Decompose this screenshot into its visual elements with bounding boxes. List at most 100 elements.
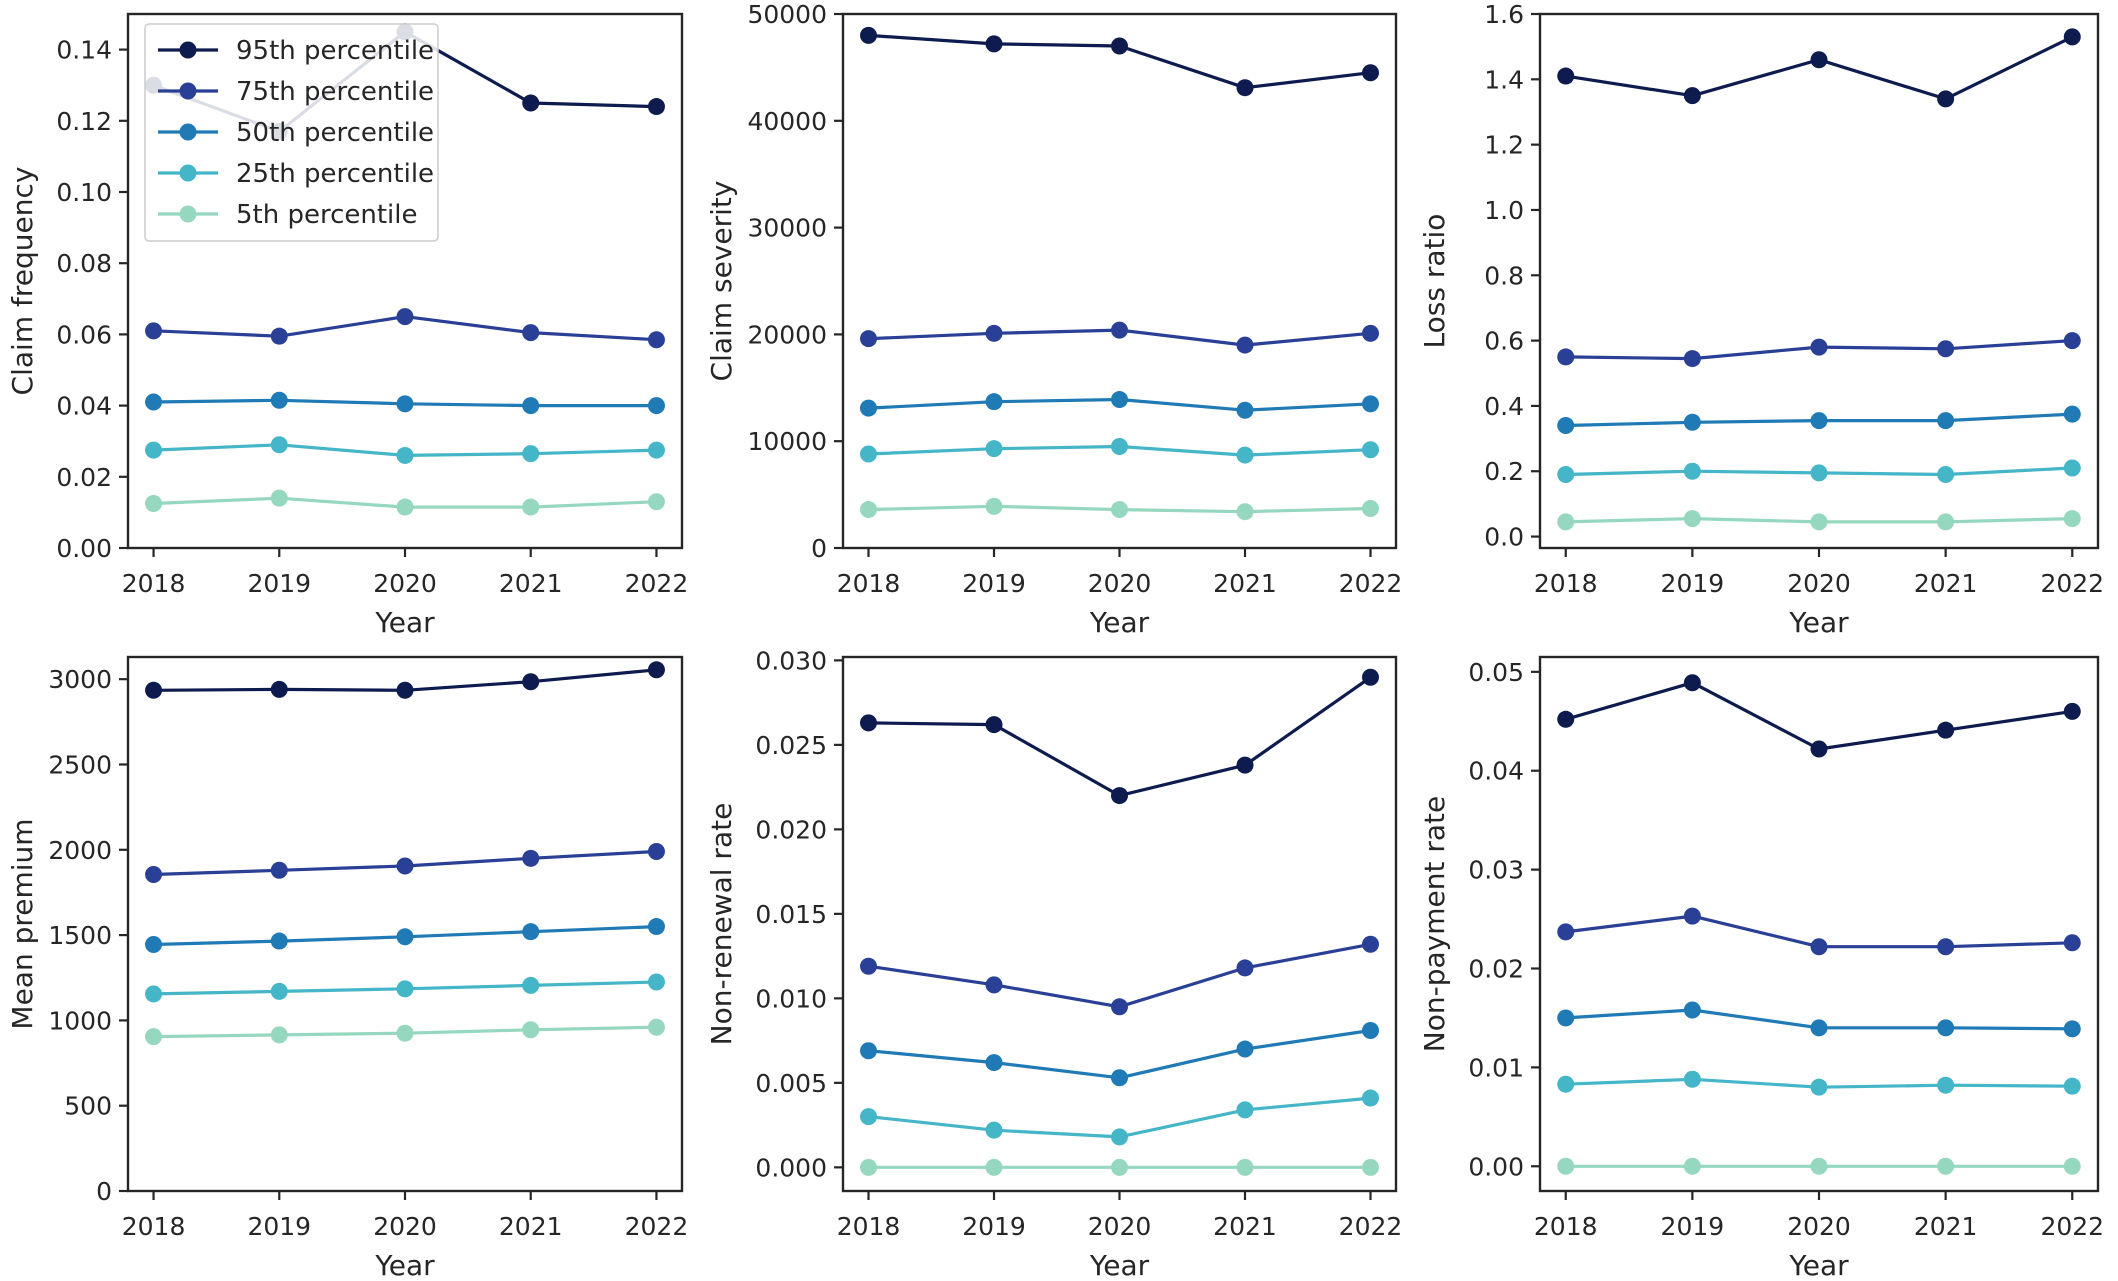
legend-label: 95th percentile <box>236 36 434 66</box>
y-tick-label: 0.005 <box>755 1069 827 1098</box>
data-point <box>1236 336 1254 354</box>
data-point <box>1236 79 1254 97</box>
data-point <box>522 445 540 463</box>
data-point <box>860 1042 878 1060</box>
data-point <box>647 661 665 679</box>
y-tick-label: 0.0 <box>1484 523 1524 552</box>
data-point <box>396 308 414 326</box>
data-point <box>522 324 540 342</box>
data-point <box>860 26 878 44</box>
y-axis-label: Claim frequency <box>6 167 39 396</box>
data-point <box>1810 1157 1828 1175</box>
y-tick-label: 1500 <box>48 921 112 950</box>
data-point <box>270 391 288 409</box>
data-point <box>647 331 665 349</box>
y-tick-label: 0 <box>96 1177 112 1206</box>
data-point <box>522 976 540 994</box>
x-tick-label: 2021 <box>499 1212 563 1241</box>
x-tick-label: 2020 <box>1088 1212 1152 1241</box>
y-axis-label: Loss ratio <box>1418 214 1451 349</box>
y-tick-label: 0.010 <box>755 984 827 1013</box>
data-point <box>1361 64 1379 82</box>
data-point <box>396 928 414 946</box>
data-point <box>1683 462 1701 480</box>
x-tick-label: 2019 <box>962 569 1026 598</box>
y-tick-label: 1.0 <box>1484 196 1524 225</box>
y-tick-label: 500 <box>64 1092 112 1121</box>
data-point <box>1111 321 1128 339</box>
data-point <box>1810 464 1828 482</box>
data-point <box>1937 721 1955 739</box>
data-point <box>1810 338 1828 356</box>
data-point <box>1683 907 1701 925</box>
data-point <box>1683 350 1701 368</box>
data-point <box>2063 702 2081 720</box>
x-tick-label: 2019 <box>1661 569 1725 598</box>
data-point <box>985 1121 1003 1139</box>
data-point <box>2063 1020 2081 1038</box>
data-point <box>647 918 665 936</box>
data-point <box>522 498 540 516</box>
data-point <box>1937 466 1955 484</box>
y-tick-label: 0.08 <box>56 249 112 278</box>
y-tick-label: 1.4 <box>1484 65 1524 94</box>
legend-marker <box>179 82 197 100</box>
data-point <box>396 1024 414 1042</box>
x-axis-label: Year <box>1788 606 1849 639</box>
data-point <box>1557 348 1575 366</box>
data-point <box>647 98 665 116</box>
data-point <box>270 1026 288 1044</box>
legend-marker <box>179 123 197 141</box>
data-point <box>985 324 1003 342</box>
y-tick-label: 0.14 <box>56 36 112 65</box>
chart-panel-2: 0 10000 20000 30000 40000 50000 2018 2019 2020 20… <box>705 0 1402 639</box>
data-point <box>1361 1089 1379 1107</box>
data-point <box>1361 1021 1379 1039</box>
data-point <box>985 393 1003 411</box>
data-point <box>860 1158 878 1176</box>
data-point <box>522 673 540 691</box>
data-point <box>985 497 1003 515</box>
y-axis-label: Mean premium <box>6 818 39 1029</box>
x-tick-label: 2019 <box>962 1212 1026 1241</box>
data-point <box>145 1028 163 1046</box>
data-point <box>1557 1009 1575 1027</box>
data-point <box>1361 499 1379 517</box>
data-point <box>1236 959 1254 977</box>
chart-panel-1: 0.00 0.02 0.04 0.06 0.08 0.10 0.12 0.14 2018 2019… <box>6 12 688 639</box>
chart-panel-4: 0 500 1000 1500 2000 2500 3000 2018 2019 2020 2021… <box>6 655 688 1281</box>
data-point <box>270 489 288 507</box>
data-point <box>1557 923 1575 941</box>
data-point <box>1236 401 1254 419</box>
data-point <box>1937 513 1955 531</box>
y-tick-label: 20000 <box>747 320 827 349</box>
data-point <box>1361 324 1379 342</box>
data-point <box>985 1054 1003 1072</box>
x-tick-label: 2018 <box>1534 1212 1598 1241</box>
data-point <box>396 857 414 875</box>
y-tick-label: 0.030 <box>755 646 827 675</box>
y-tick-label: 0.00 <box>56 534 112 563</box>
data-point <box>522 94 540 112</box>
data-point <box>2063 934 2081 952</box>
data-point <box>522 849 540 867</box>
y-tick-label: 10000 <box>747 427 827 456</box>
data-point <box>1557 513 1575 531</box>
chart-panel-6: 0.00 0.01 0.02 0.03 0.04 0.05 2018 2019 2020 2021… <box>1418 655 2104 1281</box>
data-point <box>1683 510 1701 528</box>
data-point <box>985 716 1003 734</box>
data-point <box>1111 1128 1128 1146</box>
data-point <box>647 493 665 511</box>
data-point <box>860 445 878 463</box>
x-tick-label: 2022 <box>2040 569 2104 598</box>
y-tick-label: 1.6 <box>1484 0 1524 29</box>
data-point <box>1361 668 1379 686</box>
data-point <box>1937 412 1955 430</box>
x-tick-label: 2021 <box>1914 1212 1978 1241</box>
x-tick-label: 2018 <box>122 569 186 598</box>
x-tick-label: 2019 <box>247 569 311 598</box>
data-point <box>1557 1157 1575 1175</box>
y-tick-label: 0.01 <box>1468 1053 1524 1082</box>
y-tick-label: 0.025 <box>755 731 827 760</box>
